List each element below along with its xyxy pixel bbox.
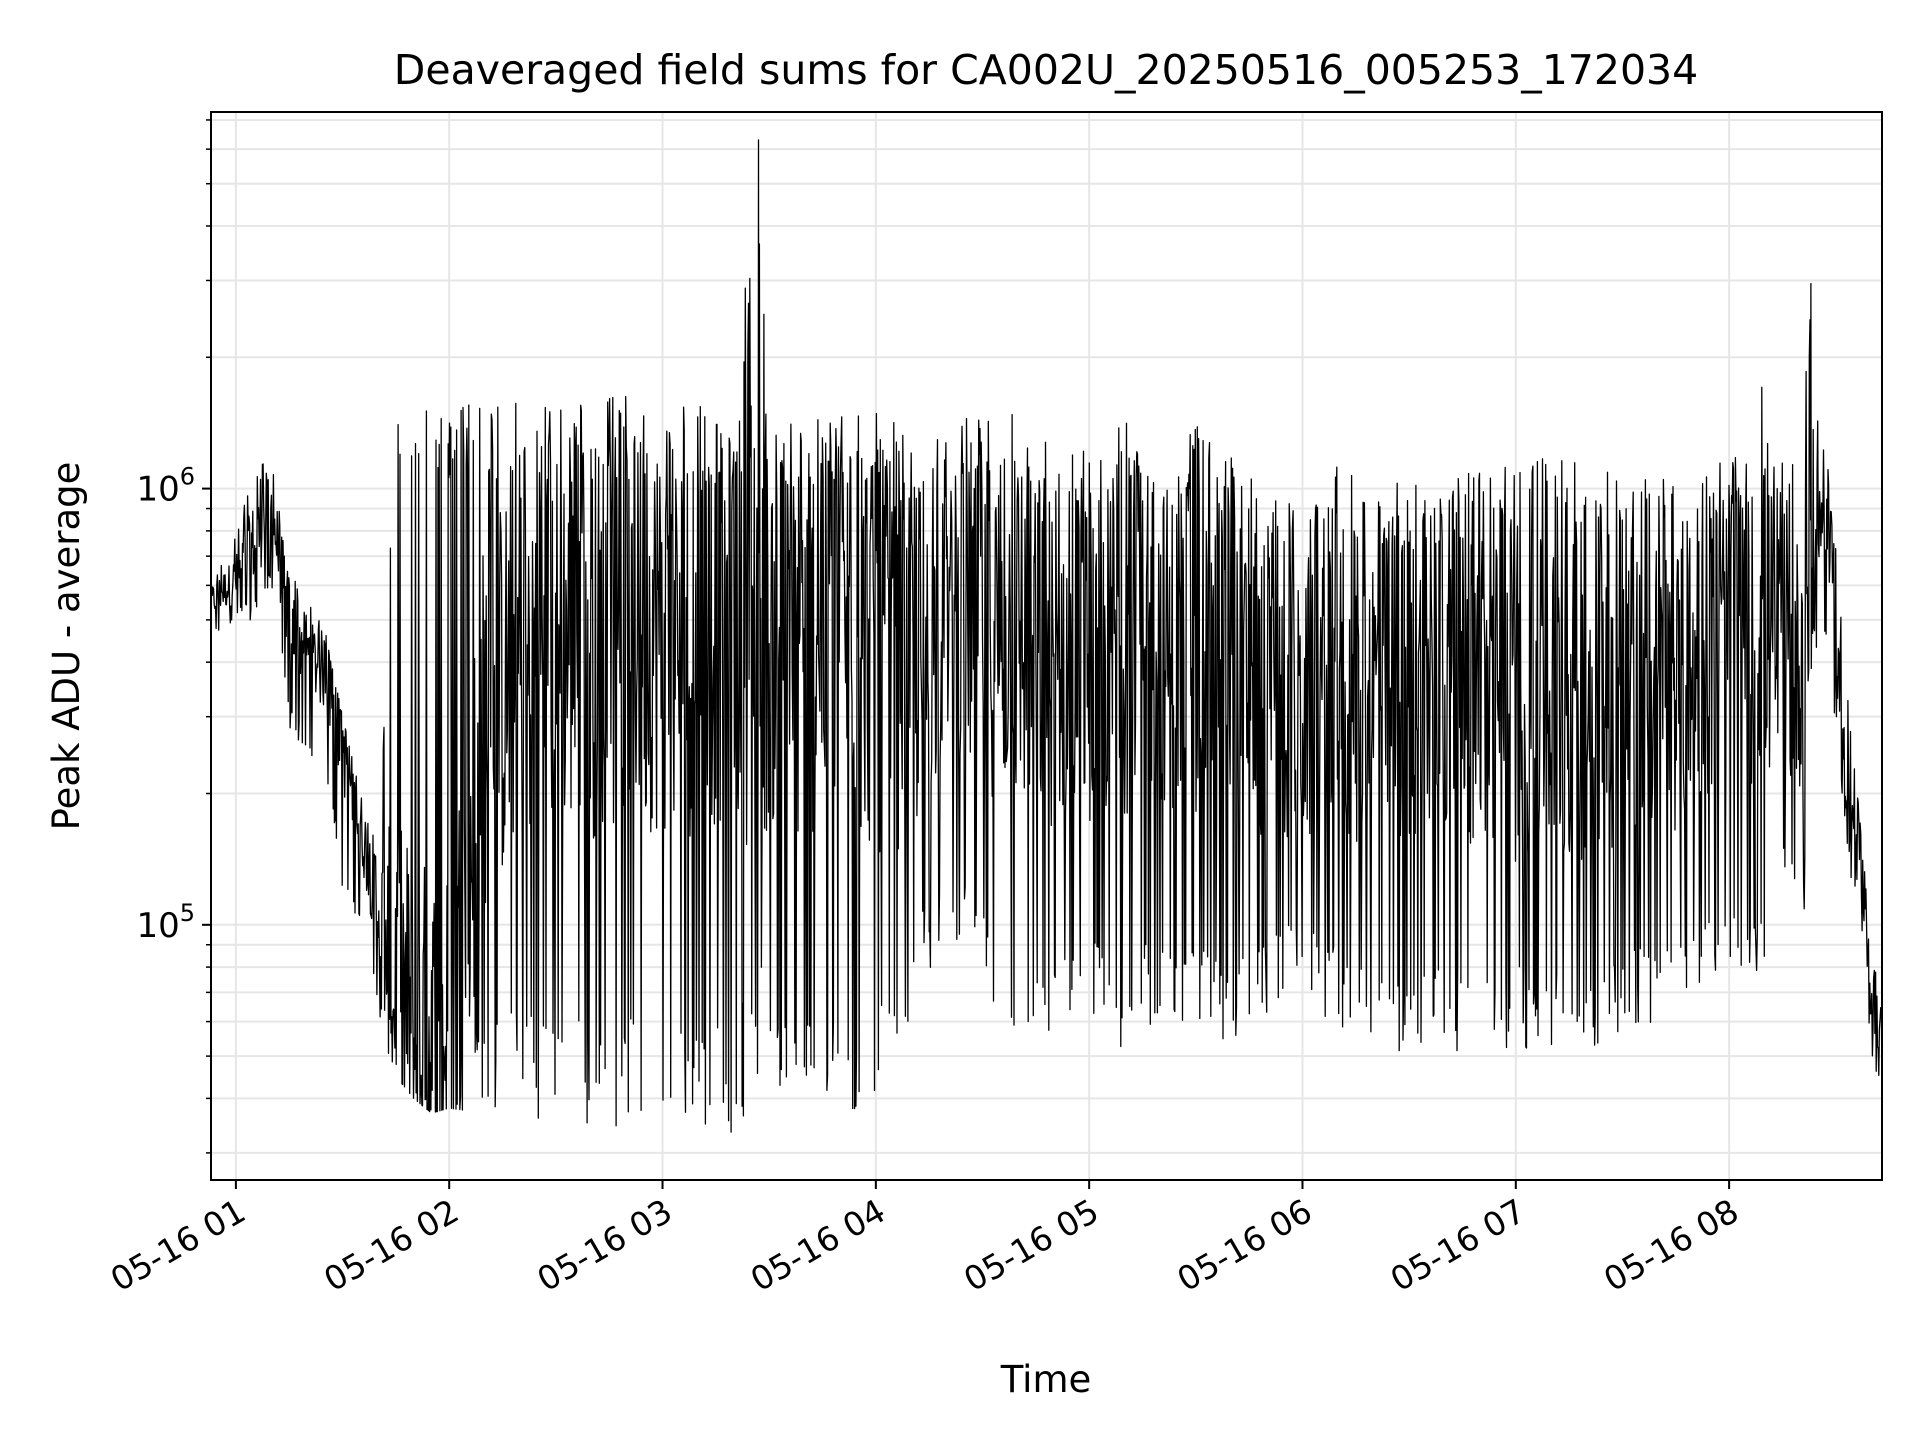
x-tick-label: 05-16 01 xyxy=(104,1191,252,1299)
x-tick-label: 05-16 08 xyxy=(1597,1191,1745,1299)
x-tick-label: 05-16 02 xyxy=(317,1191,465,1299)
x-axis-label: Time xyxy=(1000,1358,1092,1401)
series-line xyxy=(210,139,1883,1133)
series-trace xyxy=(210,139,1883,1133)
x-tick-label: 05-16 07 xyxy=(1384,1191,1532,1299)
x-tick-label: 05-16 05 xyxy=(957,1191,1105,1299)
chart-title: Deaveraged field sums for CA002U_2025051… xyxy=(394,46,1698,94)
plot-area-frame xyxy=(210,111,1883,1181)
y-tick-label: 106 xyxy=(136,463,195,510)
x-tick-label: 05-16 03 xyxy=(531,1191,679,1299)
y-axis-ticks: 105 106 xyxy=(136,463,211,946)
x-tick-label: 05-16 04 xyxy=(744,1191,892,1299)
y-axis-label: Peak ADU - average xyxy=(45,462,88,831)
y-tick-label: 105 xyxy=(136,899,195,946)
x-axis-ticks: 05-16 01 05-16 02 05-16 03 05-16 04 05-16 05… xyxy=(104,1180,1745,1299)
x-tick-label: 05-16 06 xyxy=(1170,1191,1318,1299)
